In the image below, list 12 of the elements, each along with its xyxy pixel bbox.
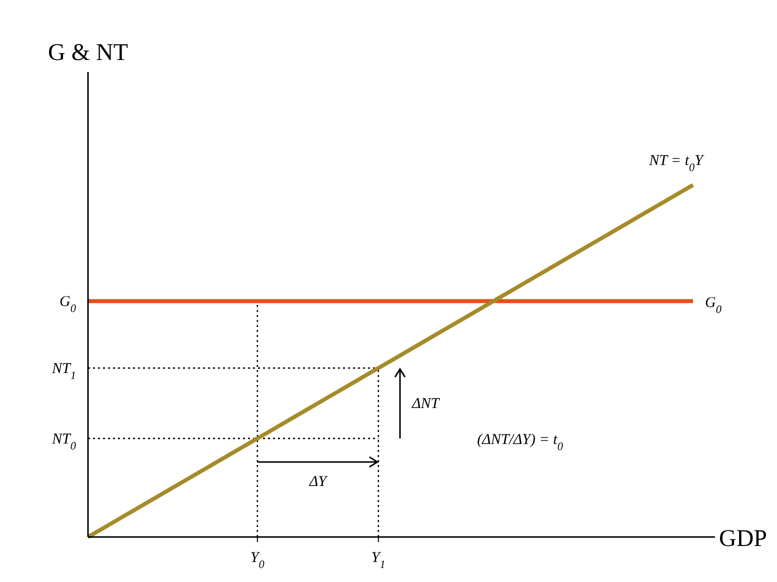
x-tick-label: Y$_{0}$ <box>250 550 265 571</box>
annotation: ΔY <box>308 474 328 490</box>
x-tick-label: Y$_{1}$ <box>371 550 386 571</box>
ref-line-label: NT$_{1}$ <box>51 361 76 382</box>
text: G$_{0}$ <box>60 294 76 316</box>
x-axis-title: GDP <box>719 526 768 552</box>
annotation: (ΔNT/ΔY) = t$_{0}$ <box>477 432 564 453</box>
annotation: ΔNT <box>411 396 441 412</box>
ref-line-label: NT$_{0}$ <box>51 431 76 452</box>
series-label: G$_{0}$ <box>705 295 722 316</box>
series-label: NT = t$_{0}$Y <box>648 153 705 174</box>
y-axis-title: G & NT <box>48 40 128 66</box>
